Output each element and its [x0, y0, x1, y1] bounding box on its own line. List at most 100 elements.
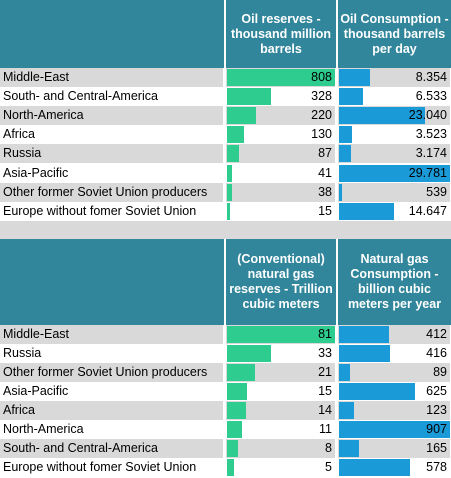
consumption-bar	[339, 107, 425, 125]
reserves-value: 808	[311, 70, 332, 84]
consumption-value: 3.523	[415, 127, 447, 142]
reserves-bar	[227, 126, 244, 144]
consumption-cell: 6.533	[338, 87, 451, 107]
reserves-value: 41	[318, 165, 332, 180]
oil-consumption-header: Oil Consumption - thousand barrels per d…	[338, 0, 451, 68]
consumption-cell: 3.174	[338, 144, 451, 164]
reserves-bar	[227, 459, 234, 476]
consumption-cell: 165	[338, 439, 451, 458]
reserves-value: 15	[318, 203, 332, 218]
reserves-cell: 808	[226, 68, 336, 88]
table-row: Middle-East 808 8.354	[0, 68, 451, 88]
consumption-bar	[339, 88, 363, 106]
consumption-bar	[339, 183, 342, 201]
consumption-cell: 123	[338, 401, 451, 420]
reserves-cell: 81	[226, 325, 336, 344]
consumption-value: 14.647	[408, 203, 447, 218]
reserves-cell: 15	[226, 382, 336, 401]
consumption-bar	[339, 345, 390, 362]
consumption-bar	[339, 326, 389, 343]
row-label: Other former Soviet Union producers	[0, 363, 224, 382]
gas-table-header: (Conventional) natural gas reserves - Tr…	[0, 239, 451, 325]
row-label: Middle-East	[0, 325, 224, 344]
consumption-value: 578	[426, 460, 447, 474]
table-row: Russia 87 3.174	[0, 144, 451, 164]
consumption-bar	[339, 421, 450, 438]
row-label: Africa	[0, 125, 224, 145]
reserves-cell: 38	[226, 182, 336, 202]
consumption-cell: 89	[338, 363, 451, 382]
row-label: North-America	[0, 106, 224, 126]
row-label: Asia-Pacific	[0, 163, 224, 183]
reserves-cell: 21	[226, 363, 336, 382]
row-label: Europe without fomer Soviet Union	[0, 458, 224, 477]
row-label: South- and Central-America	[0, 439, 224, 458]
reserves-bar	[227, 88, 271, 106]
consumption-value: 8.354	[415, 70, 447, 84]
reserves-cell: 130	[226, 125, 336, 145]
row-label: Other former Soviet Union producers	[0, 182, 224, 202]
gas-consumption-header: Natural gas Consumption - billion cubic …	[338, 239, 451, 325]
oil-table: Oil reserves - thousand million barrels …	[0, 0, 451, 221]
header-blank-cell	[0, 239, 224, 325]
reserves-value: 81	[318, 327, 332, 341]
reserves-cell: 328	[226, 87, 336, 107]
reserves-bar	[227, 402, 246, 419]
reserves-value: 33	[318, 346, 332, 360]
consumption-value: 165	[426, 441, 447, 455]
row-label: Asia-Pacific	[0, 382, 224, 401]
consumption-value: 416	[426, 346, 447, 360]
reserves-bar	[227, 183, 232, 201]
reserves-cell: 15	[226, 201, 336, 221]
consumption-bar	[339, 126, 352, 144]
row-label: North-America	[0, 420, 224, 439]
reserves-value: 38	[318, 184, 332, 199]
consumption-cell: 416	[338, 344, 451, 363]
reserves-bar	[227, 69, 335, 87]
consumption-value: 3.174	[415, 146, 447, 161]
table-row: Asia-Pacific 15 625	[0, 382, 451, 401]
reserves-value: 11	[319, 422, 332, 436]
consumption-value: 625	[426, 384, 447, 398]
reserves-value: 8	[325, 441, 332, 455]
reserves-bar	[227, 326, 335, 343]
reserves-value: 130	[311, 127, 332, 142]
table-row: Other former Soviet Union producers 38 539	[0, 182, 451, 202]
row-label: Russia	[0, 144, 224, 164]
reserves-value: 15	[318, 384, 332, 398]
reserves-value: 328	[311, 89, 332, 104]
consumption-value: 29.781	[408, 165, 447, 180]
reserves-bar	[227, 440, 238, 457]
consumption-cell: 625	[338, 382, 451, 401]
table-row: Africa 130 3.523	[0, 125, 451, 145]
consumption-value: 123	[426, 403, 447, 417]
row-label: Middle-East	[0, 68, 224, 88]
reserves-cell: 87	[226, 144, 336, 164]
reserves-bar	[227, 164, 232, 182]
consumption-cell: 578	[338, 458, 451, 477]
reserves-cell: 5	[226, 458, 336, 477]
consumption-cell: 29.781	[338, 163, 451, 183]
reserves-value: 87	[318, 146, 332, 161]
reserves-cell: 8	[226, 439, 336, 458]
consumption-cell: 23.040	[338, 106, 451, 126]
consumption-cell: 14.647	[338, 201, 451, 221]
consumption-bar	[339, 459, 410, 476]
table-row: South- and Central-America 328 6.533	[0, 87, 451, 107]
consumption-value: 6.533	[415, 89, 447, 104]
table-row: Russia 33 416	[0, 344, 451, 363]
consumption-cell: 8.354	[338, 68, 451, 88]
table-row: Other former Soviet Union producers 21 89	[0, 363, 451, 382]
row-label: Russia	[0, 344, 224, 363]
consumption-cell: 412	[338, 325, 451, 344]
oil-table-header: Oil reserves - thousand million barrels …	[0, 0, 451, 68]
reserves-value: 220	[311, 108, 332, 123]
consumption-value: 412	[426, 327, 447, 341]
table-row: Africa 14 123	[0, 401, 451, 420]
oil-reserves-header: Oil reserves - thousand million barrels	[226, 0, 336, 68]
gas-reserves-header: (Conventional) natural gas reserves - Tr…	[226, 239, 336, 325]
consumption-bar	[339, 69, 370, 87]
consumption-value: 23.040	[408, 108, 447, 123]
consumption-value: 907	[426, 422, 447, 436]
consumption-bar	[339, 164, 450, 182]
